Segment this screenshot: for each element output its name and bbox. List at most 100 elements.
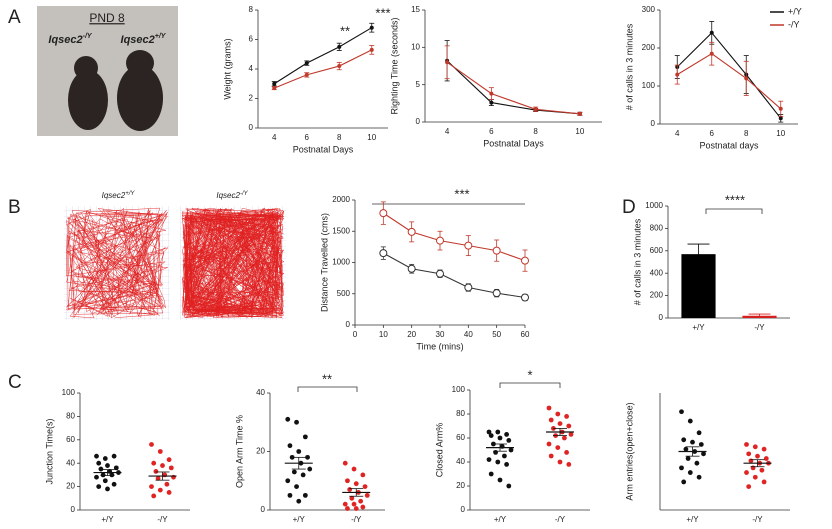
data-point xyxy=(546,405,552,411)
data-point xyxy=(100,472,106,478)
data-point xyxy=(296,498,302,504)
y-axis-label: Closed Arm% xyxy=(434,423,444,478)
series-line xyxy=(383,252,526,299)
data-point xyxy=(683,446,689,452)
data-point xyxy=(342,460,348,466)
y-tick-label: 0 xyxy=(651,119,656,128)
y-axis-label: Junction Time(s) xyxy=(44,418,54,484)
data-point xyxy=(744,442,749,447)
significance-bracket xyxy=(499,382,561,388)
series-line xyxy=(273,27,373,85)
y-tick-label: 100 xyxy=(62,388,76,397)
data-point xyxy=(337,64,342,69)
data-point xyxy=(307,466,313,472)
data-point xyxy=(759,467,765,473)
y-axis-label: Distance Travelled (cms) xyxy=(319,213,329,312)
data-point xyxy=(489,91,494,96)
data-point xyxy=(495,459,501,465)
data-point xyxy=(351,501,357,507)
data-point xyxy=(748,458,754,464)
data-point xyxy=(488,433,494,438)
y-tick-label: 1500 xyxy=(332,226,350,235)
legend-label: -/Y xyxy=(788,19,800,29)
mouse xyxy=(126,50,154,76)
data-point xyxy=(761,479,767,485)
y-axis-label: # of calls in 3 minutes xyxy=(624,23,634,110)
annotation: *** xyxy=(454,186,469,201)
data-point xyxy=(564,450,569,455)
x-tick-label: 8 xyxy=(337,133,342,142)
data-point xyxy=(111,453,117,459)
data-point xyxy=(555,411,561,417)
y-tick-label: 4 xyxy=(249,64,254,73)
photo: PND 8 Iqsec2-/Y Iqsec2+/Y xyxy=(37,6,178,136)
genotype: -/Y xyxy=(83,33,93,40)
significance-bracket xyxy=(705,208,763,214)
annotation: *** xyxy=(375,5,390,20)
data-point xyxy=(752,474,758,480)
y-tick-label: 0 xyxy=(659,313,664,322)
data-point xyxy=(533,107,538,112)
y-tick-label: 8 xyxy=(249,5,254,14)
data-point xyxy=(364,492,370,498)
data-point xyxy=(696,474,702,480)
data-point xyxy=(506,438,512,443)
data-point xyxy=(690,439,695,445)
data-point xyxy=(345,478,350,484)
data-point xyxy=(296,449,302,454)
data-point xyxy=(546,441,552,447)
data-point xyxy=(761,446,767,452)
data-point xyxy=(164,481,170,487)
data-point xyxy=(504,432,509,437)
y-tick-label: 500 xyxy=(337,289,351,298)
data-point xyxy=(157,449,163,454)
y-tick-label: 40 xyxy=(456,457,465,466)
x-tick-label: +/Y xyxy=(293,515,306,524)
data-point xyxy=(157,487,163,493)
data-point xyxy=(351,466,357,472)
data-point xyxy=(300,472,306,478)
data-point xyxy=(504,462,509,467)
data-point xyxy=(407,264,416,273)
data-point xyxy=(746,484,752,489)
data-point xyxy=(687,418,693,424)
y-tick-label: 200 xyxy=(650,291,664,300)
data-point xyxy=(272,86,277,91)
legend-label: +/Y xyxy=(788,6,802,16)
data-point xyxy=(486,429,492,435)
y-tick-label: 80 xyxy=(66,412,75,421)
x-tick-label: 20 xyxy=(407,330,416,339)
data-point xyxy=(358,498,364,504)
data-point xyxy=(555,445,561,450)
data-point xyxy=(294,419,299,425)
data-point xyxy=(166,457,172,463)
data-point xyxy=(493,450,498,455)
data-point xyxy=(746,451,752,457)
y-axis-label: Righting Time (seconds) xyxy=(389,17,399,114)
gene: Iqsec2 xyxy=(121,34,155,46)
data-point xyxy=(369,47,374,52)
x-tick-label: 4 xyxy=(272,133,277,142)
y-tick-label: 60 xyxy=(456,433,465,442)
data-point xyxy=(345,506,350,511)
x-tick-label: 6 xyxy=(710,129,715,138)
data-point xyxy=(304,61,309,66)
y-tick-label: 1000 xyxy=(645,201,663,210)
data-point xyxy=(96,484,102,489)
y-tick-label: 60 xyxy=(66,435,75,444)
data-point xyxy=(96,460,102,466)
panel-letter: A xyxy=(8,7,21,28)
data-point xyxy=(153,468,159,474)
data-point xyxy=(168,465,174,471)
data-point xyxy=(436,236,444,245)
data-point xyxy=(566,423,572,429)
significance-bracket xyxy=(297,386,358,392)
gene: Iqsec2 xyxy=(102,191,126,200)
x-tick-label: -/Y xyxy=(752,515,763,524)
data-point xyxy=(778,106,783,111)
y-tick-label: 0 xyxy=(461,505,466,514)
x-tick-label: +/Y xyxy=(692,323,705,332)
panel-letter: C xyxy=(8,372,22,393)
y-axis-label: Weight (grams) xyxy=(222,38,232,99)
y-tick-label: 800 xyxy=(650,224,664,233)
